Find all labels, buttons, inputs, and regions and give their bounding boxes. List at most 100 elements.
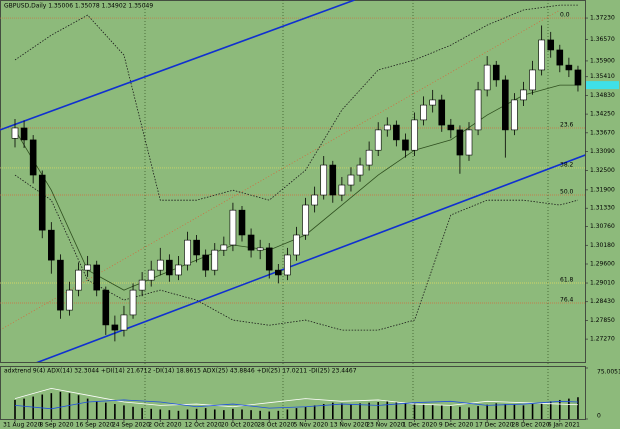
candle-body bbox=[429, 99, 436, 106]
candle-body bbox=[175, 264, 182, 276]
fib-label: 76.4 bbox=[560, 297, 574, 304]
y-tick-label: 1.29600 bbox=[590, 261, 615, 268]
candle-body bbox=[293, 234, 300, 256]
price-plot bbox=[0, 0, 585, 362]
x-tick-label: 31 Aug 2020 bbox=[3, 422, 42, 429]
candle-body bbox=[356, 164, 364, 176]
candle-body bbox=[166, 259, 173, 276]
fib-label: 61.8 bbox=[560, 277, 574, 284]
y-tick-label: 1.28430 bbox=[590, 298, 615, 305]
candle-body bbox=[374, 129, 382, 151]
candle-body bbox=[383, 124, 391, 131]
candle-body bbox=[202, 254, 209, 271]
y-tick-label: 1.30760 bbox=[590, 223, 615, 230]
candle-body bbox=[75, 269, 82, 291]
x-tick-label: 28 Dec 2020 bbox=[511, 422, 550, 429]
candle-body bbox=[538, 39, 545, 71]
x-tick-label: 28 Oct 2020 bbox=[257, 422, 294, 429]
fib-label: 50.0 bbox=[560, 189, 574, 196]
candle-body bbox=[238, 209, 246, 236]
candle-body bbox=[193, 239, 200, 256]
candle-body bbox=[11, 127, 19, 139]
candle-body bbox=[465, 129, 473, 156]
candle-body bbox=[529, 69, 536, 91]
candle-body bbox=[256, 247, 264, 251]
fib-label: 38.2 bbox=[560, 161, 574, 168]
separators bbox=[144, 0, 549, 420]
candle-body bbox=[29, 139, 37, 176]
candle-body bbox=[438, 99, 446, 126]
x-tick-label: 8 Sep 2020 bbox=[39, 422, 73, 429]
candle-body bbox=[102, 289, 110, 326]
candle-body bbox=[456, 129, 464, 156]
last-price-marker bbox=[586, 81, 619, 90]
y-tick-label: 1.27850 bbox=[590, 317, 615, 324]
candle-body bbox=[184, 239, 191, 266]
candle-body bbox=[84, 264, 91, 271]
candle-body bbox=[229, 209, 237, 246]
fib-trend bbox=[0, 9, 561, 331]
y-tick-label: 1.34830 bbox=[590, 92, 615, 99]
panel-frame bbox=[0, 366, 586, 420]
fib-label: 0.0 bbox=[560, 12, 570, 19]
candle-body bbox=[365, 149, 373, 166]
candle-body bbox=[474, 89, 482, 131]
y-tick-label: 1.32500 bbox=[590, 167, 615, 174]
y-tick-label: 1.33090 bbox=[590, 148, 615, 155]
y-tick-label: 1.33670 bbox=[590, 129, 615, 136]
candle-body bbox=[502, 79, 509, 131]
x-tick-label: 24 Sep 2020 bbox=[112, 422, 150, 429]
y-tick-label: 1.29010 bbox=[590, 280, 615, 287]
x-tick-label: 2 Oct 2020 bbox=[148, 422, 181, 429]
candle-body bbox=[211, 249, 219, 271]
candle-body bbox=[48, 229, 55, 261]
x-tick-label: 6 Jan 2021 bbox=[548, 422, 580, 429]
y-tick-label: 1.30180 bbox=[590, 242, 615, 249]
plot-frame bbox=[0, 0, 586, 363]
candle-body bbox=[93, 264, 101, 291]
x-tick-label: 5 Nov 2020 bbox=[294, 422, 329, 429]
y-tick-label: 1.31330 bbox=[590, 205, 615, 212]
y-tick-label: 1.37230 bbox=[590, 15, 615, 22]
y-tick-label: 1.34250 bbox=[590, 111, 615, 118]
y-tick-label: 1.27270 bbox=[590, 336, 615, 343]
x-tick-label: 17 Dec 2020 bbox=[475, 422, 514, 429]
x-tick-label: 1 Dec 2020 bbox=[403, 422, 438, 429]
candle-body bbox=[66, 289, 73, 311]
candle-body bbox=[574, 69, 582, 86]
candle-body bbox=[284, 254, 291, 276]
candle-body bbox=[393, 124, 400, 141]
x-tick-label: 9 Dec 2020 bbox=[439, 422, 474, 429]
candle-body bbox=[129, 289, 137, 316]
indicator-line bbox=[14, 387, 578, 408]
channel-line bbox=[0, 0, 355, 131]
candle-body bbox=[556, 49, 564, 66]
y-tick-label: 0 bbox=[597, 413, 601, 420]
candle-body bbox=[247, 234, 255, 251]
candle-body bbox=[311, 194, 318, 206]
y-tick-label: 75.0051 bbox=[597, 369, 620, 376]
candle-body bbox=[329, 164, 337, 196]
candle-body bbox=[338, 184, 346, 196]
chart-title: GBPUSD,Daily 1.35006 1.35078 1.34902 1.3… bbox=[4, 3, 153, 10]
overlay-line bbox=[14, 174, 579, 331]
overlay-line bbox=[14, 4, 578, 201]
candle-body bbox=[120, 314, 128, 331]
candle-body bbox=[347, 174, 355, 186]
candle-body bbox=[156, 259, 164, 271]
candle-body bbox=[447, 124, 455, 131]
candle-body bbox=[547, 39, 555, 51]
y-tick-label: 1.35410 bbox=[590, 73, 615, 80]
candle-body bbox=[411, 119, 418, 151]
x-tick-label: 20 Oct 2020 bbox=[221, 422, 258, 429]
y-tick-label: 1.36570 bbox=[590, 36, 615, 43]
candle-body bbox=[147, 269, 155, 281]
y-tick-label: 1.31900 bbox=[590, 186, 615, 193]
candle-body bbox=[20, 127, 28, 141]
candle-body bbox=[402, 139, 409, 151]
candle-body bbox=[302, 204, 309, 236]
candle-body bbox=[265, 247, 273, 271]
candle-body bbox=[275, 269, 282, 276]
